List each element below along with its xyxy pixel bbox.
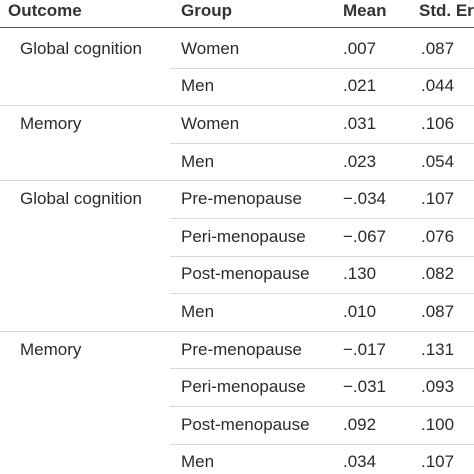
- cell-group: Post-menopause: [181, 414, 310, 434]
- row-divider: [0, 293, 474, 295]
- table-row: Memory Pre-menopause −.017 .131: [0, 331, 474, 369]
- cell-group: Men: [181, 301, 215, 321]
- row-divider: [0, 218, 474, 219]
- table-row: Peri-menopause −.031 .093: [0, 368, 474, 406]
- cell-std-err: .087: [421, 38, 455, 58]
- cell-std-err: .082: [421, 264, 455, 284]
- cell-mean: .092: [343, 414, 377, 434]
- header-std-err: Std. Err: [419, 0, 474, 20]
- table-row: Post-menopause .130 .082: [0, 256, 474, 294]
- row-divider: [0, 142, 474, 144]
- cell-mean: −.017: [343, 339, 387, 359]
- cell-group: Women: [181, 38, 240, 58]
- header-mean: Mean: [343, 0, 387, 20]
- cell-std-err: .106: [421, 113, 455, 133]
- cell-mean: .130: [343, 264, 377, 284]
- table-row: Peri-menopause −.067 .076: [0, 218, 474, 256]
- cell-group: Pre-menopause: [181, 189, 302, 209]
- cell-group: Men: [181, 151, 215, 171]
- cell-outcome: Memory: [20, 113, 82, 133]
- cell-mean: −.034: [343, 189, 387, 209]
- cell-std-err: .044: [421, 76, 455, 96]
- cell-mean: .010: [343, 301, 377, 321]
- table-row: Men .023 .054: [0, 143, 474, 181]
- cell-std-err: .054: [421, 151, 455, 171]
- row-divider: [0, 330, 474, 332]
- cell-mean: .007: [343, 38, 377, 58]
- cell-std-err: .087: [421, 301, 455, 321]
- table-row: Men .021 .044: [0, 68, 474, 106]
- cell-outcome: Global cognition: [20, 38, 142, 58]
- row-divider: [0, 105, 474, 107]
- cell-mean: .021: [343, 76, 377, 96]
- table-header: Outcome Group Mean Std. Err: [0, 0, 474, 28]
- cell-group: Pre-menopause: [181, 339, 302, 359]
- cell-std-err: .093: [421, 377, 455, 397]
- cell-group: Peri-menopause: [181, 226, 306, 246]
- row-divider: [0, 443, 474, 445]
- cell-mean: .023: [343, 151, 377, 171]
- cell-group: Men: [181, 76, 215, 96]
- cell-std-err: .107: [421, 452, 455, 472]
- cell-mean: .031: [343, 113, 377, 133]
- cell-std-err: .107: [421, 189, 455, 209]
- table-row: Global cognition Pre-menopause −.034 .107: [0, 180, 474, 218]
- cell-std-err: .131: [421, 339, 455, 359]
- cell-outcome: Memory: [20, 339, 82, 359]
- header-group: Group: [181, 0, 232, 20]
- table-row: Global cognition Women .007 .087: [0, 30, 474, 68]
- cell-mean: −.067: [343, 226, 387, 246]
- cell-group: Men: [181, 452, 215, 472]
- cell-mean: −.031: [343, 377, 387, 397]
- cell-outcome: Global cognition: [20, 189, 142, 209]
- cell-std-err: .076: [421, 226, 455, 246]
- cell-group: Peri-menopause: [181, 377, 306, 397]
- table-row: Men .010 .087: [0, 293, 474, 331]
- cell-std-err: .100: [421, 414, 455, 434]
- row-divider: [0, 368, 474, 370]
- cell-group: Post-menopause: [181, 264, 310, 284]
- row-divider: [0, 406, 474, 407]
- row-divider: [0, 67, 474, 69]
- cell-group: Women: [181, 113, 240, 133]
- row-divider: [0, 180, 474, 182]
- cell-mean: .034: [343, 452, 377, 472]
- header-outcome: Outcome: [8, 0, 82, 20]
- table-row: Post-menopause .092 .100: [0, 406, 474, 444]
- table-row: Memory Women .031 .106: [0, 105, 474, 143]
- row-divider: [0, 255, 474, 257]
- table-row: Men .034 .107: [0, 444, 474, 474]
